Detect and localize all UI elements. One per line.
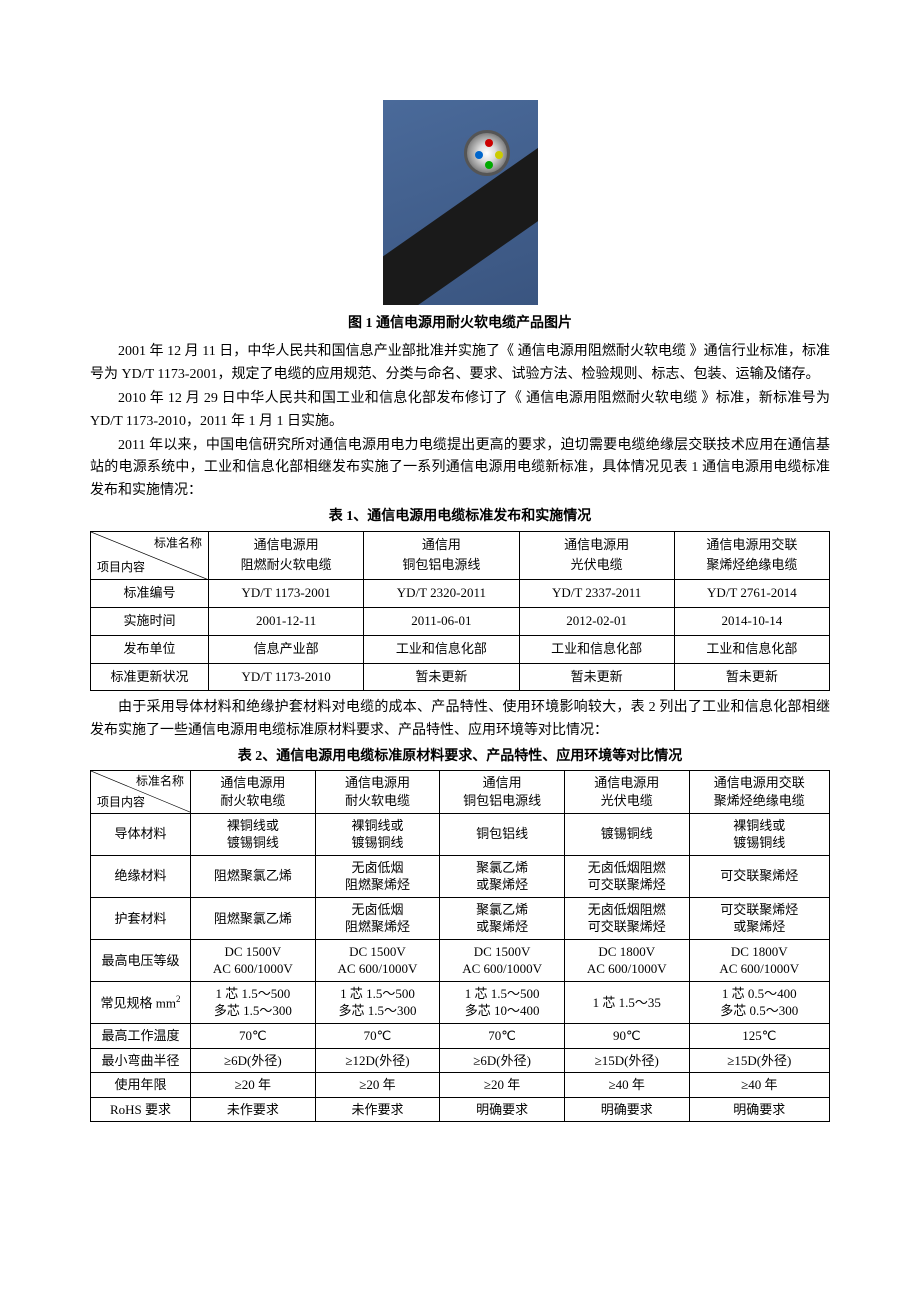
table-cell: DC 1500VAC 600/1000V [315,939,440,981]
diag-bl: 项目内容 [97,794,145,810]
diag-header-cell: 标准名称 项目内容 [91,531,209,580]
table-cell: 1 芯 1.5～35 [564,981,689,1023]
row-label: 使用年限 [91,1073,191,1098]
table-row: 导体材料裸铜线或镀锡铜线裸铜线或镀锡铜线铜包铝线镀锡铜线裸铜线或镀锡铜线 [91,813,830,855]
table-row: 绝缘材料阻燃聚氯乙烯无卤低烟阻燃聚烯烃聚氯乙烯或聚烯烃无卤低烟阻燃可交联聚烯烃可… [91,855,830,897]
table-cell: DC 1500VAC 600/1000V [440,939,565,981]
row-label: 最高电压等级 [91,939,191,981]
table-cell: ≥40 年 [689,1073,829,1098]
table-row: RoHS 要求未作要求未作要求明确要求明确要求明确要求 [91,1097,830,1122]
diag-header-cell: 标准名称 项目内容 [91,771,191,813]
table-cell: 镀锡铜线 [564,813,689,855]
table-cell: 无卤低烟阻燃可交联聚烯烃 [564,855,689,897]
table-cell: 裸铜线或镀锡铜线 [689,813,829,855]
table-row: 护套材料阻燃聚氯乙烯无卤低烟阻燃聚烯烃聚氯乙烯或聚烯烃无卤低烟阻燃可交联聚烯烃可… [91,897,830,939]
paragraph-1: 2001 年 12 月 11 日，中华人民共和国信息产业部批准并实施了《 通信电… [90,341,830,386]
row-label: 护套材料 [91,897,191,939]
table-cell: 未作要求 [191,1097,316,1122]
table-cell: 1 芯 0.5～400多芯 0.5～300 [689,981,829,1023]
table-cell: 无卤低烟阻燃聚烯烃 [315,855,440,897]
table-row: 标准编号YD/T 1173-2001YD/T 2320-2011YD/T 233… [91,580,830,608]
table-cell: 70℃ [440,1024,565,1049]
table-cell: 125℃ [689,1024,829,1049]
table-cell: 可交联聚烯烃或聚烯烃 [689,897,829,939]
table2-title: 表 2、通信电源用电缆标准原材料要求、产品特性、应用环境等对比情况 [90,746,830,768]
row-label: 标准更新状况 [91,663,209,691]
table-cell: 裸铜线或镀锡铜线 [191,813,316,855]
col-header: 通信电源用光伏电缆 [564,771,689,813]
table-cell: ≥15D(外径) [564,1048,689,1073]
table-cell: 可交联聚烯烃 [689,855,829,897]
table-cell: ≥15D(外径) [689,1048,829,1073]
table-cell: 聚氯乙烯或聚烯烃 [440,897,565,939]
table-cell: 未作要求 [315,1097,440,1122]
diag-bl: 项目内容 [97,558,145,577]
table-cell: 裸铜线或镀锡铜线 [315,813,440,855]
table-cell: 阻燃聚氯乙烯 [191,855,316,897]
row-label: 实施时间 [91,607,209,635]
table2: 标准名称 项目内容 通信电源用耐火软电缆 通信电源用耐火软电缆 通信用铜包铝电源… [90,770,830,1122]
col-header: 通信电源用耐火软电缆 [315,771,440,813]
row-label: RoHS 要求 [91,1097,191,1122]
row-label: 标准编号 [91,580,209,608]
diag-tr: 标准名称 [136,773,184,789]
paragraph-3: 2011 年以来，中国电信研究所对通信电源用电力电缆提出更高的要求，迫切需要电缆… [90,435,830,502]
table-cell: 阻燃聚氯乙烯 [191,897,316,939]
table-cell: DC 1800VAC 600/1000V [689,939,829,981]
table-row: 使用年限≥20 年≥20 年≥20 年≥40 年≥40 年 [91,1073,830,1098]
table-cell: ≥6D(外径) [440,1048,565,1073]
table-row: 发布单位信息产业部工业和信息化部工业和信息化部工业和信息化部 [91,635,830,663]
table-cell: 1 芯 1.5～500多芯 1.5～300 [315,981,440,1023]
table-cell: ≥12D(外径) [315,1048,440,1073]
table-row: 标准名称 项目内容 通信电源用阻燃耐火软电缆 通信用铜包铝电源线 通信电源用光伏… [91,531,830,580]
product-image [383,100,538,305]
table1: 标准名称 项目内容 通信电源用阻燃耐火软电缆 通信用铜包铝电源线 通信电源用光伏… [90,531,830,692]
table-cell: ≥20 年 [191,1073,316,1098]
table-row: 最小弯曲半径≥6D(外径)≥12D(外径)≥6D(外径)≥15D(外径)≥15D… [91,1048,830,1073]
table-cell: 铜包铝线 [440,813,565,855]
row-label: 绝缘材料 [91,855,191,897]
table-cell: 90℃ [564,1024,689,1049]
row-label: 导体材料 [91,813,191,855]
table-row: 标准名称 项目内容 通信电源用耐火软电缆 通信电源用耐火软电缆 通信用铜包铝电源… [91,771,830,813]
table-row: 最高电压等级DC 1500VAC 600/1000VDC 1500VAC 600… [91,939,830,981]
table-row: 常见规格 mm21 芯 1.5～500多芯 1.5～3001 芯 1.5～500… [91,981,830,1023]
table-cell: 明确要求 [440,1097,565,1122]
paragraph-2: 2010 年 12 月 29 日中华人民共和国工业和信息化部发布修订了《 通信电… [90,388,830,433]
col-header: 通信电源用交联聚烯烃绝缘电缆 [674,531,829,580]
figure-caption: 图 1 通信电源用耐火软电缆产品图片 [90,313,830,335]
col-header: 通信用铜包铝电源线 [364,531,519,580]
table-cell: ≥6D(外径) [191,1048,316,1073]
col-header: 通信电源用耐火软电缆 [191,771,316,813]
table-cell: 聚氯乙烯或聚烯烃 [440,855,565,897]
table-cell: 无卤低烟阻燃可交联聚烯烃 [564,897,689,939]
table1-title: 表 1、通信电源用电缆标准发布和实施情况 [90,506,830,528]
table-cell: 70℃ [315,1024,440,1049]
table-cell: ≥40 年 [564,1073,689,1098]
table-cell: 1 芯 1.5～500多芯 10～400 [440,981,565,1023]
table-row: 实施时间2001-12-112011-06-012012-02-012014-1… [91,607,830,635]
row-label: 发布单位 [91,635,209,663]
table-cell: DC 1500VAC 600/1000V [191,939,316,981]
diag-tr: 标准名称 [154,534,202,553]
mid-paragraph: 由于采用导体材料和绝缘护套材料对电缆的成本、产品特性、使用环境影响较大，表 2 … [90,697,830,742]
table-cell: ≥20 年 [315,1073,440,1098]
table-cell: DC 1800VAC 600/1000V [564,939,689,981]
col-header: 通信电源用光伏电缆 [519,531,674,580]
table-cell: 无卤低烟阻燃聚烯烃 [315,897,440,939]
col-header: 通信电源用阻燃耐火软电缆 [209,531,364,580]
table-cell: ≥20 年 [440,1073,565,1098]
table-row: 标准更新状况YD/T 1173-2010暂未更新暂未更新暂未更新 [91,663,830,691]
row-label: 最小弯曲半径 [91,1048,191,1073]
col-header: 通信电源用交联聚烯烃绝缘电缆 [689,771,829,813]
table-cell: 1 芯 1.5～500多芯 1.5～300 [191,981,316,1023]
row-label: 最高工作温度 [91,1024,191,1049]
table-row: 最高工作温度70℃70℃70℃90℃125℃ [91,1024,830,1049]
table-cell: 明确要求 [689,1097,829,1122]
table-cell: 70℃ [191,1024,316,1049]
row-label: 常见规格 mm2 [91,981,191,1023]
table-cell: 明确要求 [564,1097,689,1122]
col-header: 通信用铜包铝电源线 [440,771,565,813]
